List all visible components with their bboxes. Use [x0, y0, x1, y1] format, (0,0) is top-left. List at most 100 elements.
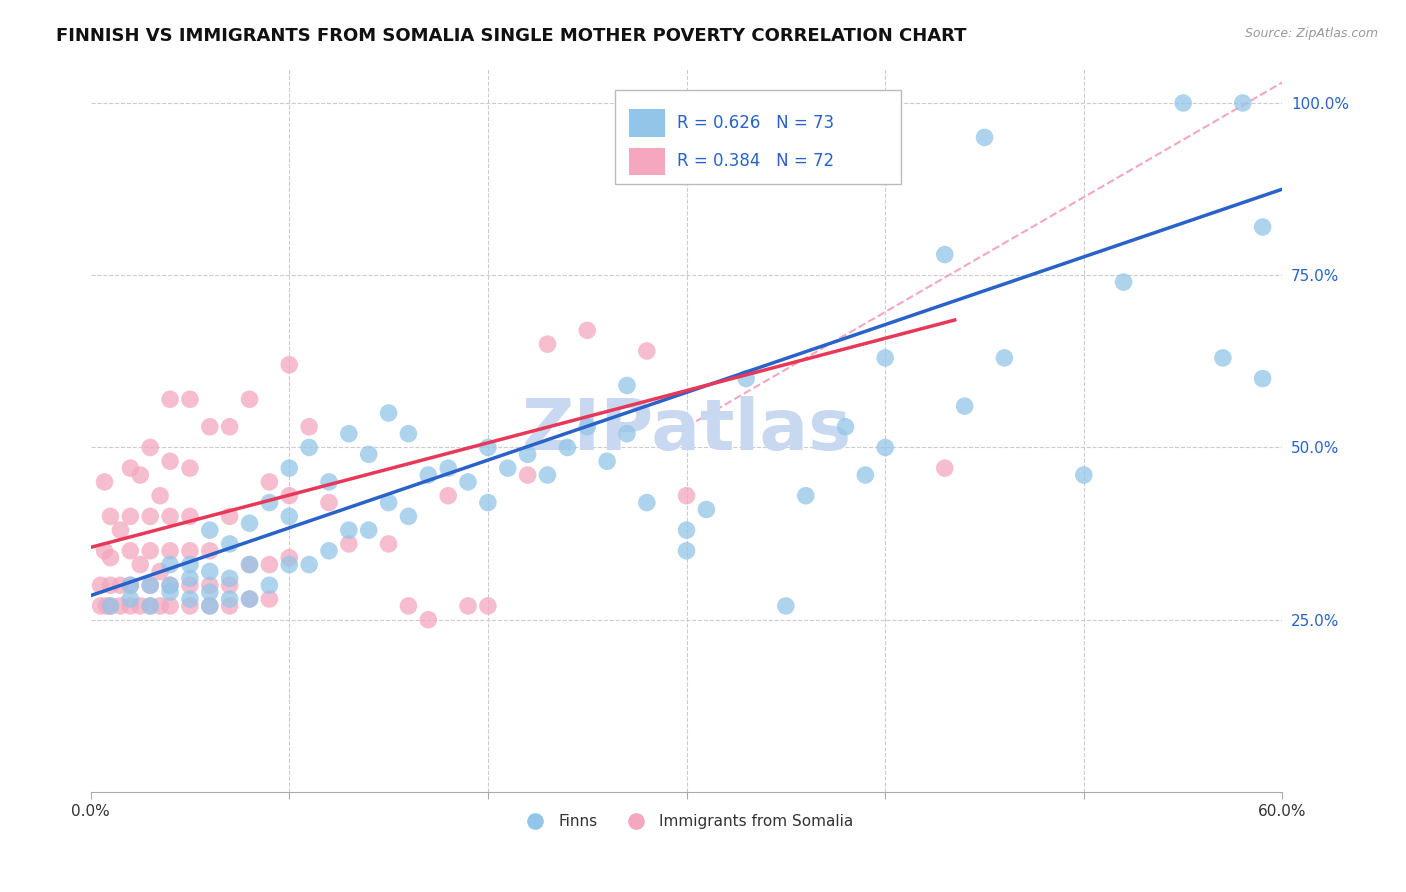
Finns: [139, 578, 162, 592]
Immigrants from Somalia: [278, 489, 301, 503]
Immigrants from Somalia: [110, 578, 132, 592]
Finns: [557, 441, 579, 455]
Finns: [238, 592, 260, 607]
Finns: [934, 247, 956, 261]
Finns: [238, 558, 260, 572]
Immigrants from Somalia: [159, 454, 181, 468]
Immigrants from Somalia: [576, 323, 599, 337]
Text: ZIPatlas: ZIPatlas: [522, 396, 852, 465]
Finns: [536, 468, 558, 483]
Finns: [179, 592, 201, 607]
Finns: [198, 523, 221, 537]
Immigrants from Somalia: [129, 599, 152, 613]
Immigrants from Somalia: [437, 489, 460, 503]
Immigrants from Somalia: [179, 599, 201, 613]
Finns: [159, 558, 181, 572]
Immigrants from Somalia: [159, 509, 181, 524]
Finns: [259, 495, 281, 509]
Immigrants from Somalia: [675, 489, 697, 503]
Immigrants from Somalia: [149, 599, 172, 613]
Finns: [993, 351, 1015, 365]
Immigrants from Somalia: [318, 495, 340, 509]
Immigrants from Somalia: [198, 599, 221, 613]
Immigrants from Somalia: [100, 599, 122, 613]
Finns: [496, 461, 519, 475]
Immigrants from Somalia: [139, 578, 162, 592]
Finns: [1173, 95, 1195, 110]
Text: FINNISH VS IMMIGRANTS FROM SOMALIA SINGLE MOTHER POVERTY CORRELATION CHART: FINNISH VS IMMIGRANTS FROM SOMALIA SINGL…: [56, 27, 967, 45]
Finns: [457, 475, 479, 489]
Immigrants from Somalia: [159, 578, 181, 592]
Immigrants from Somalia: [477, 599, 499, 613]
Finns: [853, 468, 876, 483]
Finns: [159, 585, 181, 599]
Immigrants from Somalia: [129, 468, 152, 483]
Immigrants from Somalia: [93, 544, 115, 558]
Finns: [616, 426, 638, 441]
Finns: [418, 468, 440, 483]
Finns: [278, 461, 301, 475]
Finns: [1112, 275, 1135, 289]
Immigrants from Somalia: [259, 475, 281, 489]
Immigrants from Somalia: [159, 599, 181, 613]
Immigrants from Somalia: [100, 578, 122, 592]
Finns: [259, 578, 281, 592]
Immigrants from Somalia: [159, 392, 181, 407]
Immigrants from Somalia: [238, 558, 260, 572]
Finns: [1251, 371, 1274, 385]
Immigrants from Somalia: [337, 537, 360, 551]
Finns: [516, 447, 538, 461]
Immigrants from Somalia: [139, 509, 162, 524]
Finns: [695, 502, 717, 516]
Immigrants from Somalia: [418, 613, 440, 627]
Immigrants from Somalia: [278, 550, 301, 565]
Finns: [100, 599, 122, 613]
Finns: [318, 544, 340, 558]
FancyBboxPatch shape: [630, 110, 665, 137]
Immigrants from Somalia: [110, 599, 132, 613]
Finns: [1073, 468, 1095, 483]
Finns: [1212, 351, 1234, 365]
Immigrants from Somalia: [110, 523, 132, 537]
Immigrants from Somalia: [218, 578, 240, 592]
Finns: [120, 578, 142, 592]
Finns: [337, 523, 360, 537]
Text: R = 0.626   N = 73: R = 0.626 N = 73: [678, 114, 834, 132]
Immigrants from Somalia: [934, 461, 956, 475]
Immigrants from Somalia: [536, 337, 558, 351]
Immigrants from Somalia: [198, 544, 221, 558]
Immigrants from Somalia: [398, 599, 420, 613]
Finns: [357, 447, 380, 461]
Immigrants from Somalia: [457, 599, 479, 613]
Immigrants from Somalia: [93, 475, 115, 489]
Text: Source: ZipAtlas.com: Source: ZipAtlas.com: [1244, 27, 1378, 40]
Finns: [198, 565, 221, 579]
Immigrants from Somalia: [218, 509, 240, 524]
Immigrants from Somalia: [120, 509, 142, 524]
Finns: [278, 509, 301, 524]
Immigrants from Somalia: [90, 599, 112, 613]
Immigrants from Somalia: [198, 419, 221, 434]
Finns: [139, 599, 162, 613]
Immigrants from Somalia: [139, 599, 162, 613]
Finns: [1232, 95, 1254, 110]
Immigrants from Somalia: [149, 565, 172, 579]
Immigrants from Somalia: [636, 344, 658, 359]
FancyBboxPatch shape: [614, 90, 901, 185]
FancyBboxPatch shape: [630, 147, 665, 175]
Immigrants from Somalia: [259, 558, 281, 572]
Finns: [179, 571, 201, 585]
Finns: [636, 495, 658, 509]
Finns: [238, 516, 260, 531]
Immigrants from Somalia: [278, 358, 301, 372]
Immigrants from Somalia: [179, 544, 201, 558]
Finns: [198, 599, 221, 613]
Finns: [973, 130, 995, 145]
Immigrants from Somalia: [120, 544, 142, 558]
Immigrants from Somalia: [259, 592, 281, 607]
Finns: [298, 558, 321, 572]
Finns: [218, 537, 240, 551]
Finns: [675, 523, 697, 537]
Immigrants from Somalia: [90, 578, 112, 592]
Immigrants from Somalia: [120, 578, 142, 592]
